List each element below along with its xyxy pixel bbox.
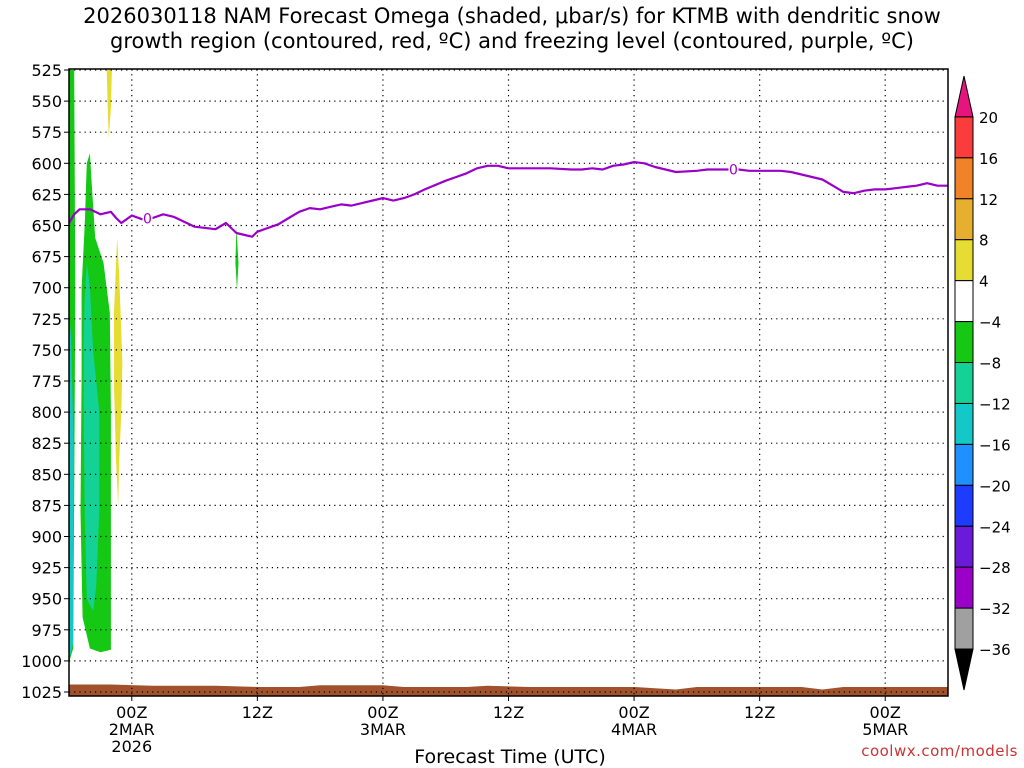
x-tick-label: 3MAR xyxy=(360,720,406,739)
colorbar-label: 16 xyxy=(979,150,998,168)
y-tick-label: 525 xyxy=(31,61,62,80)
colorbar: 20 16 12 8 4 −4 −8 −12 −16 −20 −24 −28 −32 −36 xyxy=(954,75,1011,691)
colorbar-segment xyxy=(954,443,974,486)
x-tick-label: 00Z xyxy=(618,703,649,722)
freezing-level-layer: 00 xyxy=(68,161,948,238)
y-tick-label: 550 xyxy=(31,92,62,111)
colorbar-label: −12 xyxy=(979,395,1011,413)
x-tick-label: 12Z xyxy=(744,703,775,722)
colorbar-segment xyxy=(954,525,974,568)
colorbar-segment xyxy=(954,607,974,650)
freezing-level-label: 0 xyxy=(143,212,152,228)
y-axis: 525 550 575 600 625 650 675 700 725 750 775 800 825 8… xyxy=(21,61,69,702)
y-tick-label: 950 xyxy=(31,590,62,609)
y-tick-label: 575 xyxy=(31,123,62,142)
y-tick-label: 900 xyxy=(31,528,62,547)
y-tick-label: 675 xyxy=(31,248,62,267)
x-tick-label: 12Z xyxy=(242,703,273,722)
freezing-label-bg-0 xyxy=(142,210,153,227)
x-tick-label: 00Z xyxy=(367,703,398,722)
colorbar-label: −36 xyxy=(979,641,1011,659)
colorbar-label: −4 xyxy=(979,314,1001,332)
y-tick-label: 825 xyxy=(31,434,62,453)
y-tick-label: 1025 xyxy=(21,683,62,702)
x-tick-label: 12Z xyxy=(493,703,524,722)
colorbar-label: 20 xyxy=(979,109,998,127)
colorbar-label: −24 xyxy=(979,518,1011,536)
y-tick-label: 625 xyxy=(31,185,62,204)
colorbar-segment xyxy=(954,157,974,200)
omega-region-yellow-mid xyxy=(114,237,123,506)
colorbar-segment xyxy=(954,239,974,282)
freezing-label-bg-1 xyxy=(728,161,739,178)
chart-title-line1: 2026030118 NAM Forecast Omega (shaded, μ… xyxy=(83,4,941,28)
y-tick-label: 975 xyxy=(31,621,62,640)
omega-region-teal-core xyxy=(83,262,100,612)
colorbar-label: −20 xyxy=(979,477,1011,495)
colorbar-label: −16 xyxy=(979,436,1011,454)
omega-region-ground xyxy=(69,684,948,696)
x-tick-label: 2026 xyxy=(111,737,152,756)
colorbar-label: −28 xyxy=(979,559,1011,577)
y-tick-label: 725 xyxy=(31,310,62,329)
x-tick-label: 00Z xyxy=(116,703,147,722)
y-tick-label: 1000 xyxy=(21,652,62,671)
y-tick-label: 775 xyxy=(31,372,62,391)
y-tick-label: 650 xyxy=(31,217,62,236)
omega-shading-layer xyxy=(69,70,948,696)
grid-layer xyxy=(69,69,948,696)
colorbar-label: 4 xyxy=(979,273,989,291)
chart-title-line2: growth region (contoured, red, ºC) and f… xyxy=(110,29,914,53)
watermark: coolwx.com/models xyxy=(861,742,1018,760)
colorbar-label: −32 xyxy=(979,600,1011,618)
colorbar-segment xyxy=(954,75,974,118)
colorbar-segment xyxy=(954,198,974,241)
x-tick-label: 5MAR xyxy=(862,720,908,739)
chart-title: 2026030118 NAM Forecast Omega (shaded, μ… xyxy=(0,4,1024,54)
colorbar-segment xyxy=(954,116,974,159)
colorbar-segment xyxy=(954,484,974,527)
omega-region-green-small xyxy=(235,228,239,291)
y-tick-label: 800 xyxy=(31,403,62,422)
x-tick-label: 00Z xyxy=(870,703,901,722)
x-axis-label: Forecast Time (UTC) xyxy=(414,746,606,768)
colorbar-label: −8 xyxy=(979,355,1001,373)
y-tick-label: 850 xyxy=(31,465,62,484)
colorbar-segment xyxy=(954,402,974,445)
colorbar-segment xyxy=(954,280,974,323)
colorbar-segment xyxy=(954,648,974,691)
y-tick-label: 750 xyxy=(31,341,62,360)
omega-regions xyxy=(69,70,948,696)
colorbar-segment xyxy=(954,321,974,364)
y-tick-label: 600 xyxy=(31,154,62,173)
x-tick-label: 4MAR xyxy=(611,720,657,739)
omega-region-cyan-left-edge xyxy=(69,312,74,661)
y-tick-label: 875 xyxy=(31,496,62,515)
freezing-level-label: 0 xyxy=(729,163,738,179)
colorbar-segment xyxy=(954,362,974,404)
colorbar-segment xyxy=(954,566,974,609)
y-tick-label: 925 xyxy=(31,559,62,578)
omega-region-yellow-top xyxy=(106,70,112,139)
freezing-level-line xyxy=(68,161,948,238)
y-tick-label: 700 xyxy=(31,279,62,298)
x-tick-label: 2MAR xyxy=(109,720,155,739)
colorbar-label: 12 xyxy=(979,191,998,209)
colorbar-label: 8 xyxy=(979,232,989,250)
